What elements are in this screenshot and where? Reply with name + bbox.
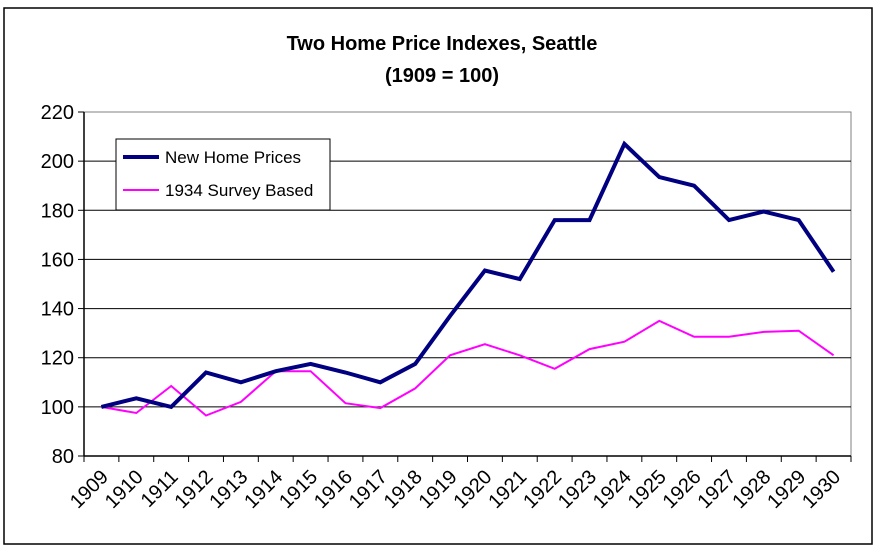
y-tick-label: 120 [41,348,74,370]
y-tick-label: 180 [41,200,74,222]
legend-label-new-home-prices: New Home Prices [165,148,301,167]
y-tick-label: 80 [52,446,74,468]
y-tick-label: 100 [41,397,74,419]
legend-label-1934-survey-based: 1934 Survey Based [165,181,313,200]
series-layer [100,140,836,417]
y-tick-label: 140 [41,299,74,321]
y-tick-label: 220 [41,102,74,124]
y-axis: 80 100 120 140 160 180 200 220 [41,102,85,468]
chart-title: Two Home Price Indexes, Seattle [287,33,598,55]
y-tick-label: 160 [41,249,74,271]
y-tick-label: 200 [41,151,74,173]
series-line-new-home-prices [100,140,836,410]
legend: New Home Prices 1934 Survey Based [115,138,331,211]
series-line-1934-survey-based [101,319,835,417]
chart-subtitle: (1909 = 100) [385,65,499,87]
legend-box [115,138,331,211]
